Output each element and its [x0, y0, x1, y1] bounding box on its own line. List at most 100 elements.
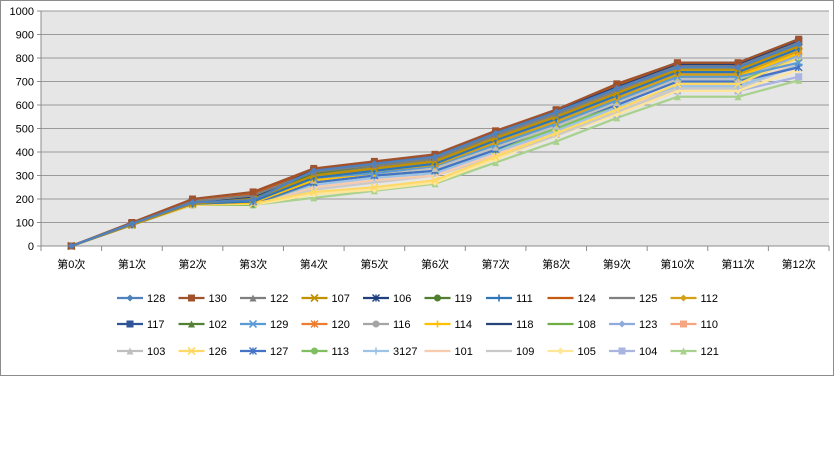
data-point [612, 105, 621, 114]
legend-label: 122 [270, 293, 288, 305]
x-tick-label: 第2次 [178, 257, 206, 271]
legend-item: 118 [486, 319, 534, 331]
data-point [491, 152, 500, 161]
data-point [492, 129, 500, 137]
legend-label: 116 [393, 319, 411, 331]
data-point [310, 167, 318, 175]
data-point [613, 114, 621, 122]
x-tick-label: 第1次 [118, 257, 146, 271]
legend-marker [311, 347, 318, 355]
legend-marker [434, 294, 441, 302]
legend-label: 102 [209, 319, 227, 331]
legend-item: 109 [486, 346, 534, 358]
legend-marker [126, 294, 134, 302]
legend-label: 125 [639, 293, 657, 305]
legend-item: 106 [363, 293, 411, 305]
legend-label: 113 [332, 346, 350, 358]
x-tick-label: 第0次 [57, 257, 85, 271]
legend-item: 110 [670, 319, 718, 331]
y-tick-label: 300 [16, 171, 34, 183]
legend-item: 121 [670, 346, 719, 358]
chart-frame: 0 100 200 300 400 500 600 700 800 900 1000 第0次 第1次 第2… [0, 0, 834, 376]
legend-marker [680, 347, 687, 355]
legend-item: 120 [301, 319, 350, 331]
data-point [552, 108, 560, 116]
legend-label: 124 [578, 293, 596, 305]
legend-item: 116 [363, 319, 411, 331]
data-point [67, 242, 75, 250]
legend-marker [372, 320, 380, 328]
legend-marker [495, 294, 503, 302]
legend-marker [372, 294, 380, 302]
legend-label: 119 [455, 293, 473, 305]
legend-label: 114 [455, 319, 473, 331]
data-point [795, 35, 803, 43]
data-point [310, 194, 318, 202]
x-tick-label: 第11次 [721, 257, 754, 271]
legend-label: 126 [209, 346, 227, 358]
legend-item: 125 [609, 293, 657, 305]
legend-item: 112 [670, 293, 719, 305]
x-tick-label: 第3次 [239, 257, 267, 271]
legend-label: 106 [393, 293, 411, 305]
legend-marker [372, 347, 380, 355]
x-tick-label: 第9次 [603, 257, 631, 271]
y-tick-label: 900 [16, 30, 34, 42]
data-point [795, 73, 803, 81]
data-point [613, 85, 621, 93]
legend: 128 130 122 107 106 119 111 124 125 112 117 102 129 1… [117, 293, 719, 358]
legend-label: 130 [209, 293, 227, 305]
legend-label: 111 [516, 293, 533, 305]
legend-label: 103 [147, 346, 165, 358]
legend-item: 101 [424, 346, 473, 358]
legend-label: 128 [147, 293, 165, 305]
legend-item: 111 [486, 293, 533, 305]
legend-marker [249, 347, 257, 355]
data-point [795, 40, 803, 48]
series-lines [67, 35, 803, 251]
legend-label: 104 [639, 346, 657, 358]
legend-label: 109 [516, 346, 534, 358]
legend-item: 104 [609, 346, 657, 358]
legend-item: 3127 [363, 346, 417, 358]
legend-marker [310, 293, 319, 303]
x-tick-label: 第7次 [482, 257, 510, 271]
legend-label: 101 [455, 346, 473, 358]
line-chart: 0 100 200 300 400 500 600 700 800 900 1000 第0次 第1次 第2… [10, 6, 830, 358]
data-point [249, 196, 257, 204]
legend-marker [618, 347, 626, 355]
y-tick-label: 500 [16, 124, 34, 136]
legend-item: 124 [547, 293, 596, 305]
x-tick-label: 第10次 [660, 257, 694, 271]
data-point [431, 153, 439, 161]
data-point [370, 160, 378, 168]
x-tick-label: 第6次 [421, 257, 449, 271]
y-tick-label: 100 [16, 218, 34, 230]
legend-item: 114 [424, 319, 473, 331]
x-tick-label: 第4次 [300, 257, 328, 271]
x-tick-label: 第8次 [542, 257, 570, 271]
legend-item: 130 [178, 293, 227, 305]
data-point [492, 159, 500, 167]
legend-item: 108 [547, 319, 596, 331]
legend-item: 127 [240, 346, 288, 358]
legend-marker [249, 294, 257, 302]
data-point [794, 58, 803, 67]
data-point [370, 183, 379, 192]
legend-item: 122 [240, 293, 288, 305]
legend-item: 119 [424, 293, 473, 305]
y-tick-label: 1000 [10, 6, 34, 18]
legend-marker [126, 347, 134, 355]
data-point [734, 59, 742, 67]
legend-marker [680, 294, 687, 302]
data-point [734, 63, 742, 71]
data-point [734, 93, 742, 101]
legend-item: 126 [178, 346, 227, 358]
y-tick-label: 200 [16, 194, 34, 206]
data-point [189, 195, 197, 203]
legend-label: 107 [332, 293, 350, 305]
legend-label: 112 [701, 293, 719, 305]
y-tick-label: 0 [28, 241, 34, 253]
legend-label: 3127 [393, 346, 417, 358]
legend-item: 103 [117, 346, 165, 358]
